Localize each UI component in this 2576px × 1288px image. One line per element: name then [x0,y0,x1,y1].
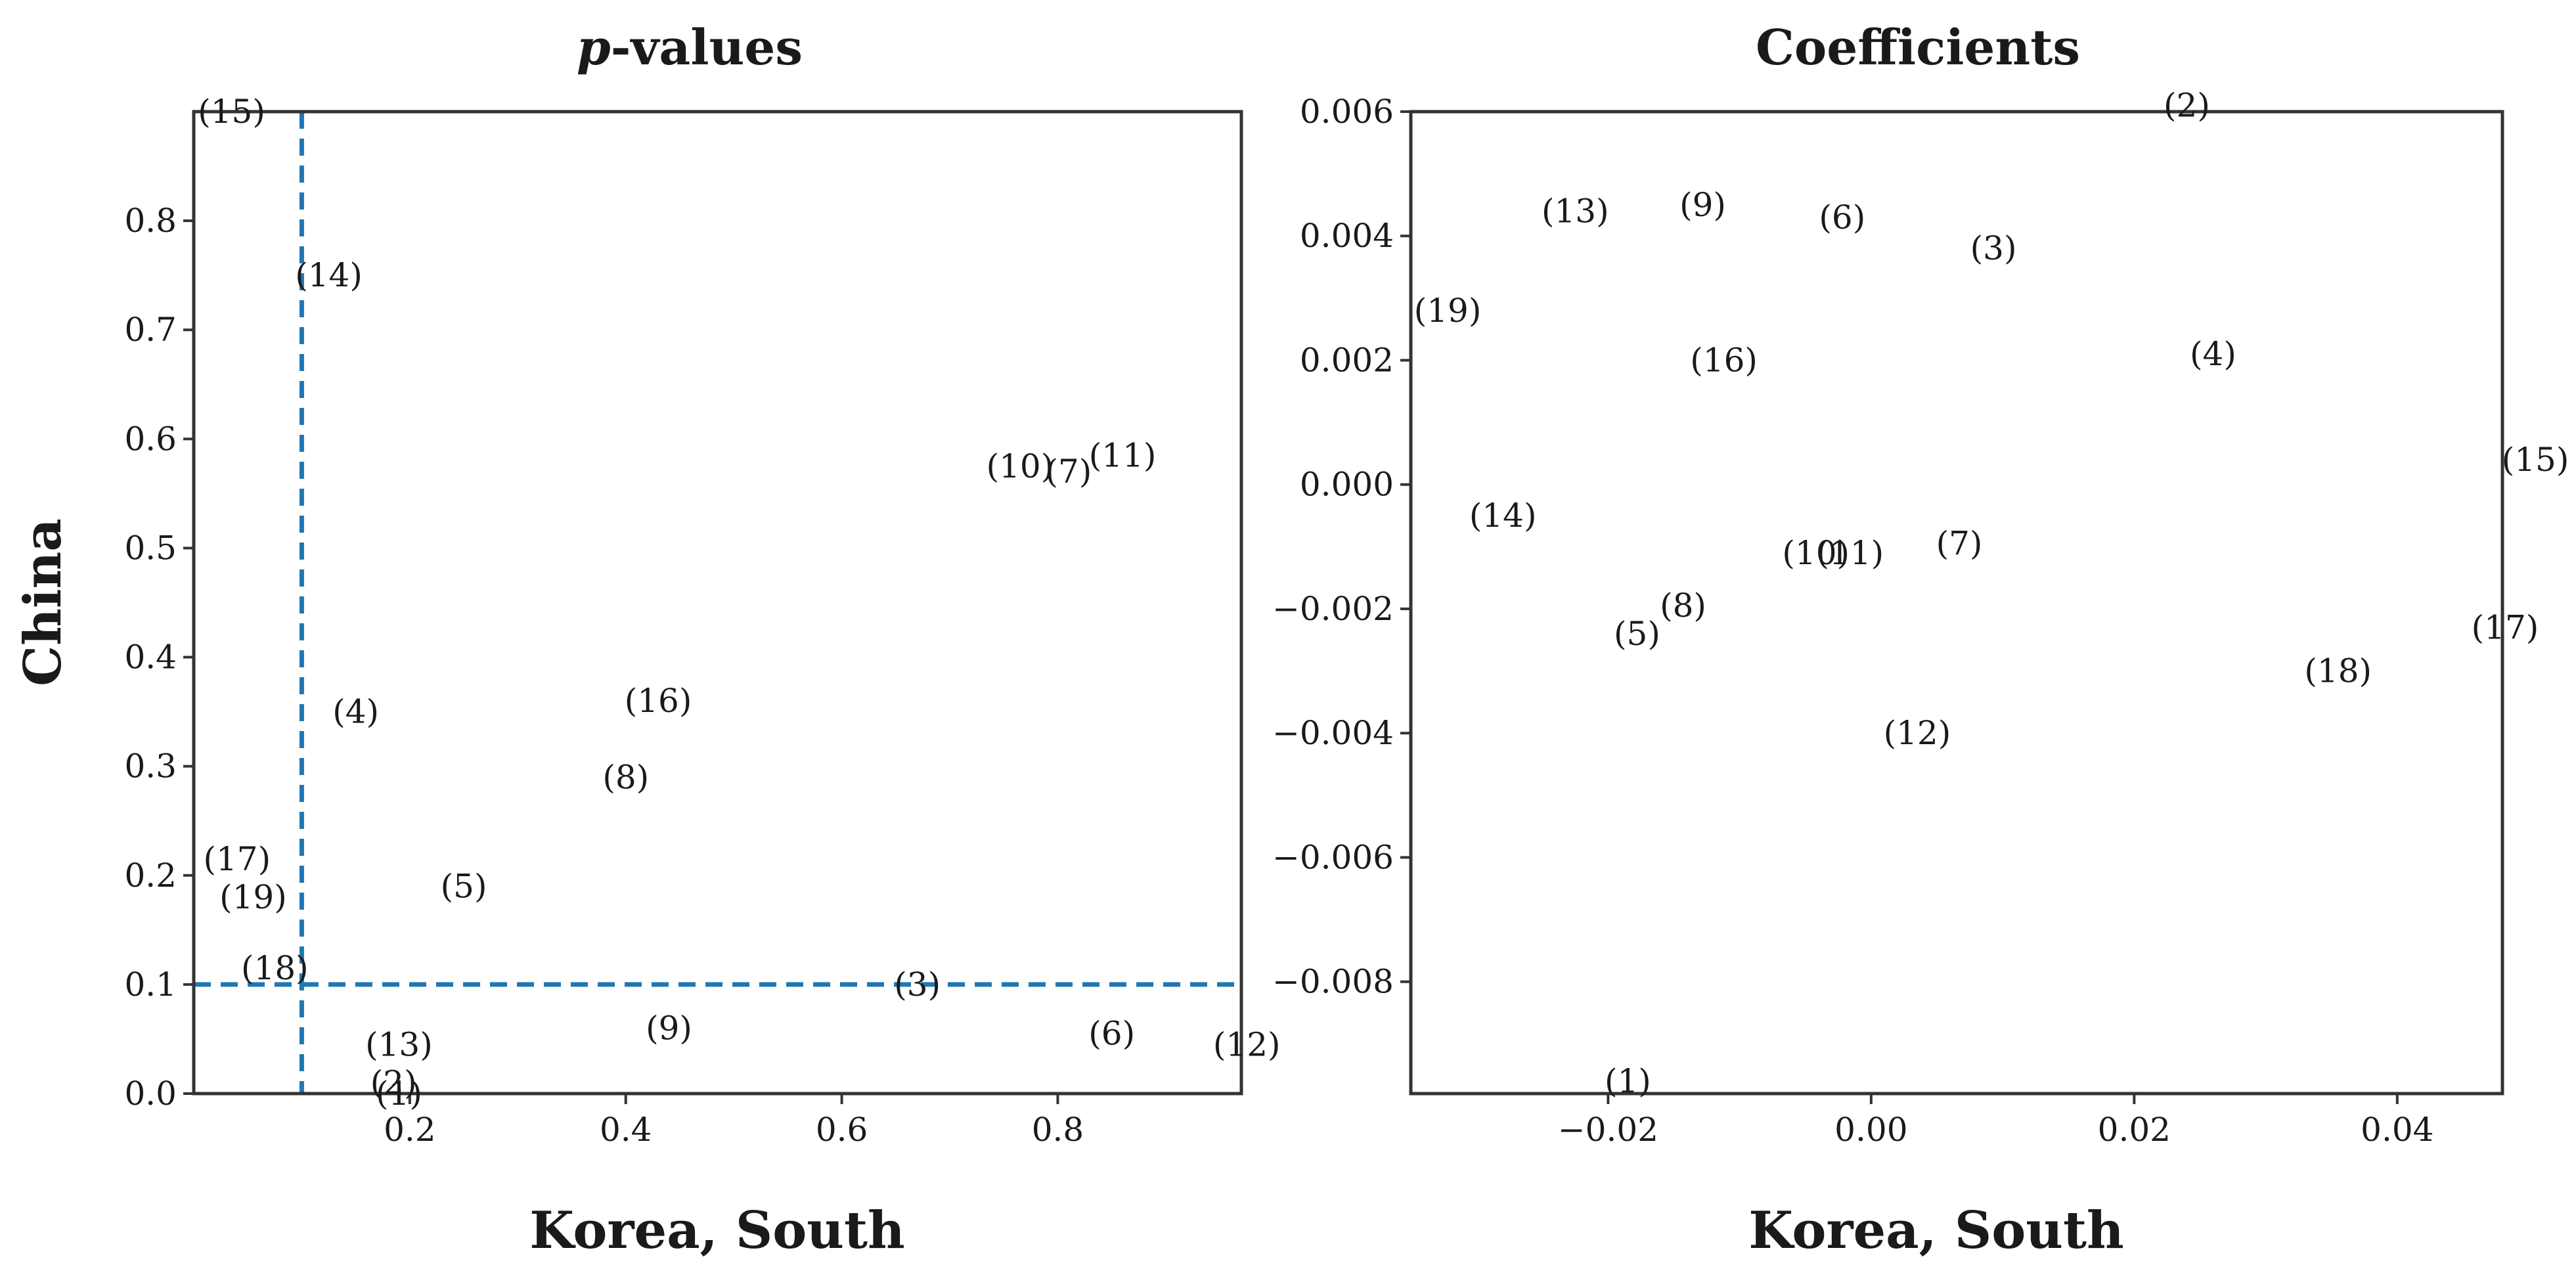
coefficients-x-tick-label: 0.02 [2098,1111,2171,1149]
pvalues-y-axis: 0.0 0.1 0.2 0.3 0.4 0.5 0.6 0.7 0.8 [124,202,194,1113]
coefficients-x-tick-label: −0.02 [1558,1111,1658,1149]
pvalues-point-label: (4) [332,693,379,731]
pvalues-threshold-lines [194,112,1241,1094]
pvalues-point-label: (8) [602,758,649,796]
coefficients-point-label: (9) [1679,186,1726,224]
coefficients-y-tick-label: 0.006 [1300,93,1394,131]
coefficients-point-label: (16) [1690,341,1758,379]
coefficients-y-tick-label: 0.002 [1300,341,1394,379]
pvalues-y-tick-label: 0.4 [124,638,177,677]
pvalues-y-tick-label: 0.3 [124,747,177,786]
pvalues-point-label: (12) [1213,1025,1281,1063]
pvalues-point-label: (7) [1045,453,1092,491]
pvalues-title: p-values [577,20,803,76]
pvalues-plot-frame [192,110,1243,1096]
coefficients-point-label: (19) [1414,292,1482,330]
coefficients-point-label: (5) [1614,615,1660,653]
coefficients-point-label: (8) [1660,587,1706,625]
pvalues-point-label: (3) [894,966,941,1004]
pvalues-x-axis-title: Korea, South [529,1201,904,1260]
pvalues-points: (1)(2) (3) (4) (5) (6) (7) (8) (9) (10) (11) (12) (… [198,93,1280,1113]
pvalues-point-label: (5) [441,867,487,905]
pvalues-point-label: (9) [646,1009,692,1047]
pvalues-point-label: (19) [219,878,287,916]
pvalues-y-axis-title: China [13,518,73,686]
pvalues-y-tick-label: 0.2 [124,856,177,895]
pvalues-y-tick-label: 0.7 [124,311,177,349]
coefficients-point-label: (18) [2304,652,2372,690]
coefficients-points: (1) (2) (3) (4) (5) (6) (7) (8) (9) (10)(11) (12) (… [1414,87,2569,1101]
coefficients-y-tick-label: −0.004 [1272,714,1394,752]
pvalues-point-label: (17) [203,840,271,878]
pvalues-title-prefix: p [577,20,611,76]
coefficients-point-label: (17) [2472,608,2539,646]
coefficients-point-label: (15) [2502,441,2569,479]
coefficients-y-tick-label: −0.006 [1272,838,1394,876]
coefficients-point-label: (2) [2164,87,2210,125]
coefficients-plot-frame [1409,110,2504,1096]
pvalues-x-tick-label: 0.6 [816,1111,868,1149]
pvalues-point-label: (10) [987,447,1054,485]
coefficients-chart: Coefficients −0.02 0.00 0.02 0.04 0.0060.00… [1272,20,2569,1260]
pvalues-point-label: (1) [376,1075,422,1113]
coefficients-point-label: (7) [1936,525,1983,563]
pvalues-x-axis: 0.2 0.4 0.6 0.8 [384,1094,1084,1149]
pvalues-point-label: (16) [625,682,692,720]
pvalues-point-label: (11) [1089,436,1157,474]
coefficients-y-tick-label: 0.000 [1300,466,1394,504]
coefficients-point-label: (1) [1605,1062,1651,1100]
pvalues-x-tick-label: 0.4 [600,1111,652,1149]
coefficients-x-axis-title: Korea, South [1748,1201,2123,1260]
pvalues-title-suffix: -values [611,20,803,76]
coefficients-point-label: (10) [1782,534,1850,572]
coefficients-point-label: (12) [1884,714,1951,752]
pvalues-chart: p-values 0.2 0.4 0.6 0.8 0.0 0.1 0.2 0.3 0.4 0.5… [13,20,1281,1260]
coefficients-point-label: (11) [1816,534,1884,572]
coefficients-y-axis: 0.006 0.004 0.002 0.000 −0.002 −0.004 −0.006 −0… [1272,93,1411,1001]
pvalues-x-tick-label: 0.8 [1032,1111,1084,1149]
pvalues-y-tick-label: 0.0 [124,1075,177,1113]
coefficients-point-label: (4) [2190,335,2236,373]
coefficients-x-tick-label: 0.00 [1834,1111,1907,1149]
coefficients-point-label: (14) [1469,497,1537,535]
pvalues-y-tick-label: 0.5 [124,529,177,567]
coefficients-x-axis: −0.02 0.00 0.02 0.04 [1558,1094,2433,1149]
pvalues-point-label: (6) [1088,1015,1135,1053]
pvalues-y-tick-label: 0.1 [124,966,177,1004]
coefficients-x-tick-label: 0.04 [2361,1111,2433,1149]
pvalues-point-label: (14) [295,256,363,294]
coefficients-title: Coefficients [1756,20,2080,76]
coefficients-point-label: (13) [1542,192,1609,230]
pvalues-point-label: (15) [198,93,265,131]
coefficients-point-label: (3) [1970,229,2017,267]
coefficients-y-tick-label: −0.002 [1272,590,1394,628]
coefficients-y-tick-label: 0.004 [1300,217,1394,255]
pvalues-point-label: (2) [370,1063,417,1101]
pvalues-point-label: (13) [365,1025,433,1063]
pvalues-point-label: (18) [241,949,309,987]
pvalues-y-tick-label: 0.6 [124,420,177,458]
coefficients-point-label: (6) [1819,198,1865,236]
pvalues-x-tick-label: 0.2 [384,1111,436,1149]
coefficients-y-tick-label: −0.008 [1272,963,1394,1001]
pvalues-y-tick-label: 0.8 [124,202,177,240]
